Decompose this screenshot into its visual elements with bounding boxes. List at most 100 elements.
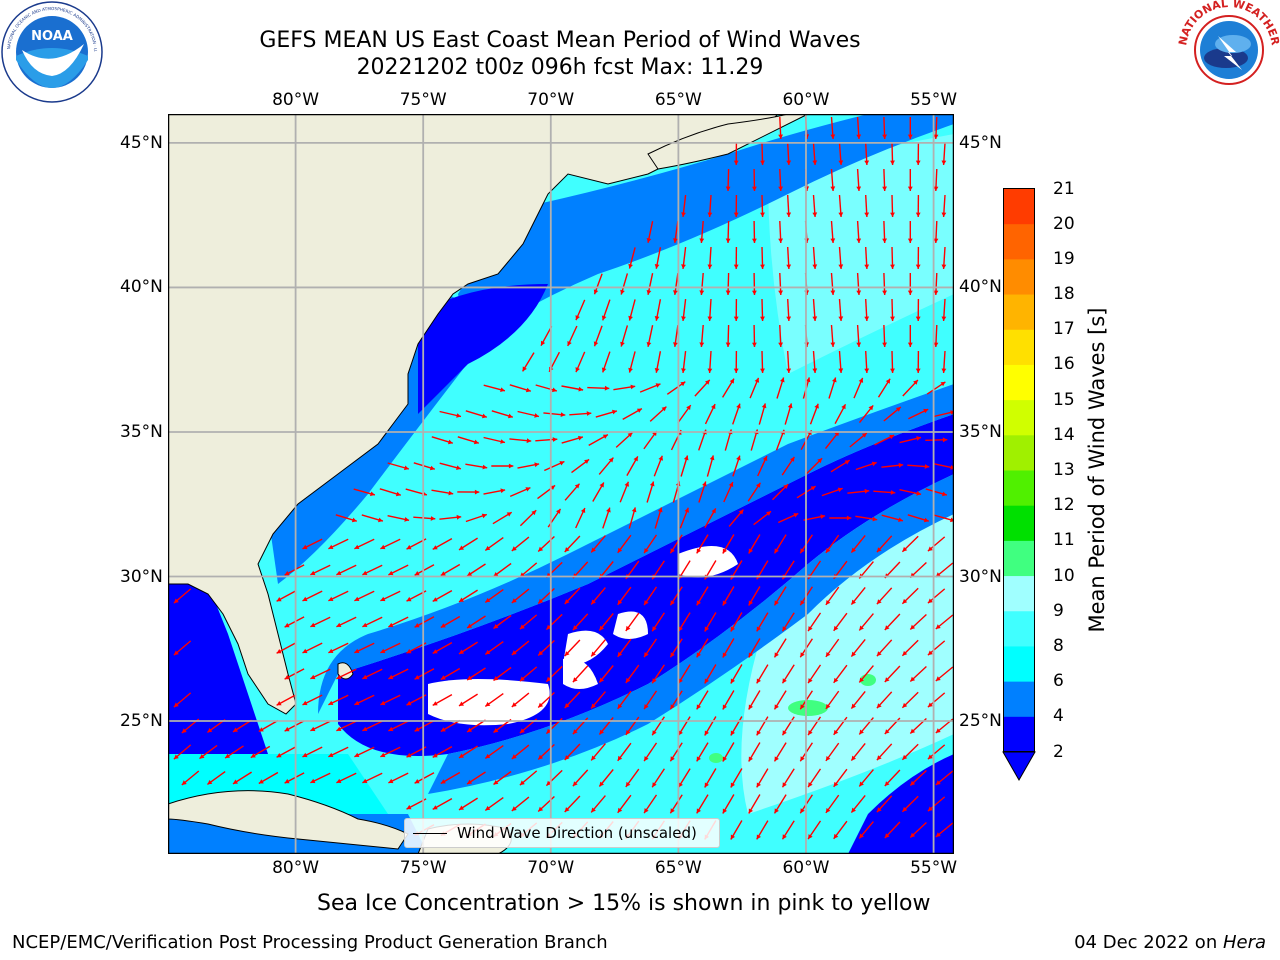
colorbar-segment bbox=[1003, 223, 1035, 260]
wind-wave-arrowhead bbox=[617, 703, 623, 709]
latitude-tick-label: 40°N bbox=[959, 277, 1002, 298]
wind-wave-arrowhead bbox=[661, 406, 667, 412]
wind-wave-arrowhead bbox=[644, 756, 649, 762]
wind-wave-arrowhead bbox=[173, 702, 179, 708]
wind-wave-arrowhead bbox=[730, 834, 735, 840]
wind-wave-arrowhead bbox=[766, 511, 771, 516]
longitude-tick-label: 80°W bbox=[272, 90, 320, 110]
wind-wave-arrowhead bbox=[591, 547, 596, 553]
wind-wave-arrowhead bbox=[617, 807, 623, 813]
wind-wave-arrowhead bbox=[456, 514, 462, 520]
wind-wave-arrowhead bbox=[902, 702, 908, 708]
wind-wave-arrowhead bbox=[782, 834, 787, 840]
wind-wave-arrowhead bbox=[485, 753, 491, 759]
wind-wave-arrowhead bbox=[876, 703, 882, 709]
wind-wave-arrowhead bbox=[696, 600, 701, 606]
wind-wave-arrowhead bbox=[485, 701, 491, 707]
wind-wave-arrowhead bbox=[704, 730, 709, 736]
wind-wave-arrowhead bbox=[780, 377, 785, 383]
wind-wave-arrowhead bbox=[284, 570, 290, 576]
wind-wave-arrowhead bbox=[552, 387, 557, 393]
wind-wave-arrowhead bbox=[699, 342, 705, 347]
wind-wave-arrowhead bbox=[599, 625, 604, 631]
wind-wave-arrowhead bbox=[633, 456, 638, 462]
latitude-tick-label: 25°N bbox=[959, 711, 1002, 732]
wind-wave-arrowhead bbox=[889, 434, 895, 440]
wind-wave-arrowhead bbox=[173, 754, 179, 760]
wind-wave-arrowhead bbox=[722, 548, 727, 554]
wind-wave-arrowhead bbox=[670, 600, 675, 606]
colorbar-segment bbox=[1003, 716, 1035, 752]
wind-wave-arrowhead bbox=[730, 678, 735, 684]
wind-wave-arrowhead bbox=[678, 678, 683, 684]
colorbar-segment bbox=[1003, 329, 1035, 365]
wind-wave-arrowhead bbox=[440, 623, 446, 628]
wind-wave-arrowhead bbox=[612, 409, 617, 415]
wind-wave-arrowhead bbox=[752, 238, 757, 243]
wind-wave-arrowhead bbox=[924, 464, 930, 469]
wind-wave-arrowhead bbox=[406, 544, 412, 550]
wind-wave-arrowhead bbox=[825, 756, 831, 761]
wind-wave-arrowhead bbox=[898, 517, 903, 522]
wind-wave-arrowhead bbox=[696, 652, 701, 658]
wind-wave-arrowhead bbox=[673, 290, 678, 295]
wind-wave-arrowhead bbox=[414, 571, 420, 576]
wind-wave-arrowhead bbox=[812, 264, 818, 269]
wind-wave-arrowhead bbox=[915, 160, 921, 165]
wind-wave-arrowhead bbox=[654, 368, 660, 373]
wind-wave-arrowhead bbox=[354, 700, 360, 705]
wind-wave-arrowhead bbox=[915, 316, 921, 321]
wind-wave-arrowhead bbox=[902, 806, 908, 812]
wind-wave-arrowhead bbox=[250, 753, 256, 758]
wind-wave-arrowhead bbox=[748, 808, 753, 814]
wind-wave-arrowhead bbox=[173, 598, 179, 604]
wind-wave-arrowhead bbox=[636, 408, 642, 413]
colorbar-segment bbox=[1003, 364, 1035, 401]
wind-wave-arrowhead bbox=[825, 808, 831, 813]
wind-wave-arrowhead bbox=[884, 729, 890, 734]
wind-wave-arrowhead bbox=[354, 544, 360, 549]
period-band-0-2-diagonal bbox=[338, 414, 954, 756]
chart-title-line2: 20221202 t00z 096h fcst Max: 11.29 bbox=[356, 55, 764, 80]
wind-wave-arrowhead bbox=[522, 366, 527, 372]
wind-wave-arrowhead bbox=[572, 729, 578, 735]
wind-wave-arrowhead bbox=[774, 704, 779, 710]
wind-wave-arrowhead bbox=[923, 408, 929, 414]
wind-wave-arrowhead bbox=[207, 727, 213, 733]
wind-wave-arrowhead bbox=[935, 676, 941, 681]
wind-wave-arrowhead bbox=[506, 512, 512, 517]
wind-wave-arrowhead bbox=[942, 437, 948, 443]
wind-wave-arrowhead bbox=[902, 598, 908, 604]
wind-wave-arrowhead bbox=[805, 377, 811, 383]
wind-wave-arrowhead bbox=[722, 600, 727, 606]
longitude-tick-label: 60°W bbox=[782, 90, 830, 110]
wind-wave-arrowhead bbox=[328, 752, 334, 757]
period-band-0-2-gulf bbox=[168, 584, 268, 754]
wind-wave-arrowhead bbox=[608, 457, 614, 463]
wind-wave-arrowhead bbox=[276, 701, 282, 706]
wind-wave-arrowhead bbox=[882, 186, 887, 191]
wind-wave-arrowhead bbox=[810, 486, 816, 491]
wind-wave-arrowhead bbox=[678, 730, 683, 736]
wind-wave-arrowhead bbox=[910, 832, 916, 838]
wind-wave-arrowhead bbox=[859, 833, 864, 839]
wind-wave-arrowhead bbox=[941, 316, 947, 321]
wind-wave-arrowhead bbox=[786, 368, 792, 373]
wind-wave-arrowhead bbox=[738, 509, 744, 515]
wind-wave-arrowhead bbox=[681, 264, 686, 269]
wind-wave-arrowhead bbox=[485, 649, 491, 655]
wind-wave-arrowhead bbox=[336, 726, 342, 731]
wind-wave-arrowhead bbox=[722, 756, 727, 762]
wind-wave-arrowhead bbox=[856, 238, 862, 243]
wind-wave-arrowhead bbox=[884, 625, 890, 630]
wind-wave-arrowhead bbox=[593, 289, 599, 295]
wind-wave-arrowhead bbox=[380, 544, 386, 550]
wind-wave-arrowhead bbox=[525, 387, 531, 393]
wind-wave-arrowhead bbox=[673, 342, 678, 347]
wind-wave-arrowhead bbox=[526, 438, 532, 444]
wind-wave-arrowhead bbox=[748, 548, 753, 554]
wind-wave-arrowhead bbox=[591, 651, 596, 657]
wind-wave-arrowhead bbox=[760, 160, 765, 165]
colorbar bbox=[1002, 188, 1036, 782]
wind-wave-arrowhead bbox=[500, 439, 505, 444]
